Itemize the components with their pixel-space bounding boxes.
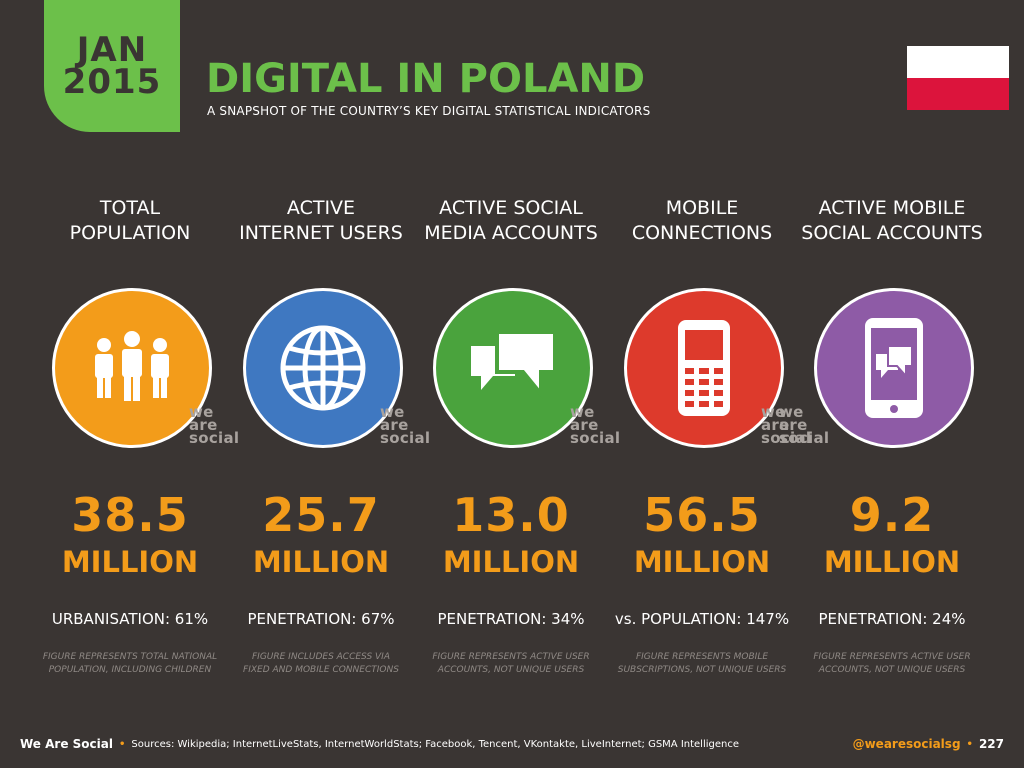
stat-note: FIGURE REPRESENTS ACTIVE USER ACCOUNTS, … bbox=[813, 652, 971, 675]
stat-value: 9.2 bbox=[849, 488, 935, 542]
stat-unit: MILLION bbox=[252, 545, 390, 579]
stat-unit: MILLION bbox=[442, 545, 580, 579]
stat-label: MOBILE CONNECTIONS bbox=[631, 197, 773, 244]
page-title: DIGITAL IN POLAND bbox=[206, 56, 646, 102]
stat-detail: PENETRATION: 67% bbox=[247, 610, 395, 628]
stat-detail: PENETRATION: 24% bbox=[818, 610, 966, 628]
speech-bubbles-icon bbox=[433, 288, 593, 448]
we-are-social-watermark: we are social bbox=[189, 403, 240, 447]
footer-brand: We Are Social bbox=[20, 737, 113, 751]
stat-note: FIGURE REPRESENTS TOTAL NATIONAL POPULAT… bbox=[42, 652, 218, 675]
stat-value: 13.0 bbox=[452, 488, 570, 542]
date-badge: JAN 2015 bbox=[44, 0, 180, 132]
footer-separator: • bbox=[966, 738, 973, 750]
stat-unit: MILLION bbox=[823, 545, 961, 579]
poland-flag-icon bbox=[907, 46, 1009, 110]
stat-value: 38.5 bbox=[71, 488, 189, 542]
badge-year: 2015 bbox=[62, 62, 162, 102]
stat-column-mobile-social: ACTIVE MOBILE SOCIAL ACCOUNTS we are socia… bbox=[779, 0, 987, 700]
we-are-social-watermark: we are social bbox=[779, 403, 830, 447]
footer-sources: Sources: Wikipedia; InternetLiveStats, I… bbox=[131, 738, 740, 750]
we-are-social-watermark: we are social bbox=[761, 403, 812, 447]
stat-label: ACTIVE INTERNET USERS bbox=[239, 197, 403, 244]
stat-note: FIGURE REPRESENTS ACTIVE USER ACCOUNTS, … bbox=[432, 652, 590, 675]
footer: We Are Social • Sources: Wikipedia; Inte… bbox=[20, 734, 1004, 754]
page-subtitle: A SNAPSHOT OF THE COUNTRY’S KEY DIGITAL … bbox=[207, 104, 651, 118]
people-icon bbox=[52, 288, 212, 448]
stat-column-mobile-connections: MOBILE CONNECTIONS we are social 56.5 MILL… bbox=[607, 0, 811, 700]
stat-value: 56.5 bbox=[643, 488, 761, 542]
stat-unit: MILLION bbox=[61, 545, 199, 579]
footer-handle[interactable]: @wearesocialsg bbox=[852, 737, 961, 751]
stat-label: TOTAL POPULATION bbox=[69, 197, 191, 244]
stat-detail: PENETRATION: 34% bbox=[437, 610, 585, 628]
stat-note: FIGURE INCLUDES ACCESS VIA FIXED AND MOB… bbox=[243, 652, 399, 675]
stat-unit: MILLION bbox=[633, 545, 771, 579]
we-are-social-watermark: we are social bbox=[380, 403, 431, 447]
stat-detail: vs. POPULATION: 147% bbox=[614, 610, 790, 628]
stat-column-internet-users: ACTIVE INTERNET USERS we are social 25.7 M… bbox=[226, 0, 430, 700]
stat-label: ACTIVE MOBILE SOCIAL ACCOUNTS bbox=[801, 197, 983, 244]
stat-column-population: TOTAL POPULATION we are social 38.5 MILLIO… bbox=[35, 0, 239, 700]
stat-label: ACTIVE SOCIAL MEDIA ACCOUNTS bbox=[424, 197, 598, 244]
smartphone-chat-icon bbox=[814, 288, 974, 448]
flag-white-stripe bbox=[907, 46, 1009, 78]
flag-red-stripe bbox=[907, 78, 1009, 110]
stat-value: 25.7 bbox=[262, 488, 380, 542]
stat-column-social-media: ACTIVE SOCIAL MEDIA ACCOUNTS we are social… bbox=[416, 0, 620, 700]
stat-note: FIGURE REPRESENTS MOBILE SUBSCRIPTIONS, … bbox=[617, 652, 787, 675]
badge-month: JAN bbox=[76, 29, 148, 70]
stat-detail: URBANISATION: 61% bbox=[51, 610, 209, 628]
page-number: 227 bbox=[978, 737, 1004, 751]
globe-icon bbox=[243, 288, 403, 448]
we-are-social-watermark: we are social bbox=[570, 403, 621, 447]
mobile-phone-icon bbox=[624, 288, 784, 448]
footer-separator: • bbox=[118, 738, 126, 750]
